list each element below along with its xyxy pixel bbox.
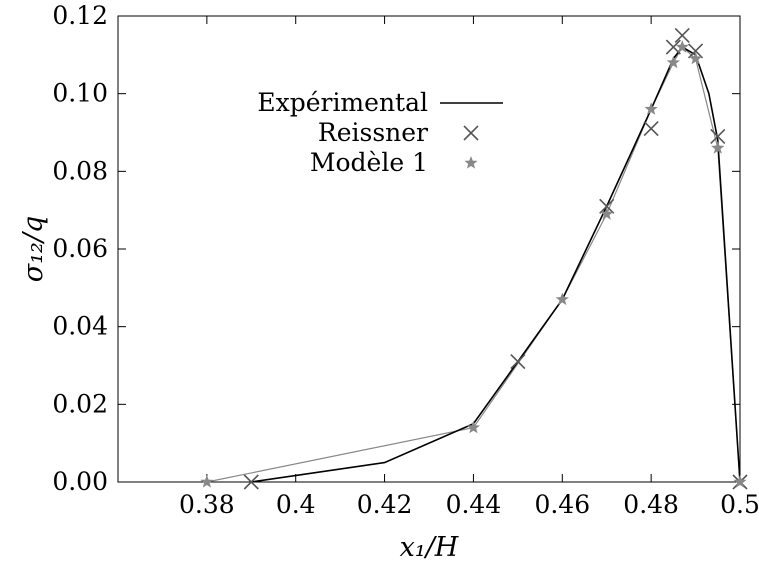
x-axis-label: x₁/H bbox=[400, 532, 459, 563]
x-tick-label: 0.38 bbox=[179, 490, 235, 519]
point-modele-1 bbox=[666, 55, 681, 69]
y-tick-label: 0.08 bbox=[52, 156, 108, 185]
point-reissner bbox=[510, 354, 526, 370]
y-axis-label: σ₁₂/q bbox=[18, 216, 49, 282]
point-modele-1 bbox=[644, 102, 658, 115]
x-tick-label: 0.44 bbox=[446, 490, 502, 519]
x-tick-label: 0.42 bbox=[357, 490, 413, 519]
point-modele-1 bbox=[600, 207, 614, 220]
x-axis-ticks: 0.38 0.4 0.42 0.44 0.46 0.48 0.5 bbox=[179, 16, 759, 519]
y-tick-label: 0.02 bbox=[52, 389, 108, 418]
point-modele-1 bbox=[466, 420, 481, 434]
y-tick-label: 0.06 bbox=[52, 234, 108, 263]
legend-label: Expérimental bbox=[257, 88, 428, 117]
x-tick-label: 0.46 bbox=[534, 490, 590, 519]
y-tick-label: 0.10 bbox=[52, 79, 108, 108]
x-tick-label: 0.4 bbox=[276, 490, 316, 519]
legend-label: Modèle 1 bbox=[310, 148, 428, 177]
legend-symbol bbox=[463, 125, 479, 141]
point-reissner bbox=[688, 43, 704, 59]
point-reissner bbox=[710, 128, 726, 144]
point-reissner bbox=[243, 474, 259, 490]
x-tick-label: 0.48 bbox=[623, 490, 679, 519]
point-modele-1 bbox=[675, 40, 689, 53]
point-modele-1 bbox=[200, 475, 214, 488]
point-modele-1 bbox=[733, 475, 747, 488]
point-reissner bbox=[665, 39, 681, 55]
y-tick-label: 0.04 bbox=[52, 312, 108, 341]
plot-frame bbox=[117, 15, 741, 483]
point-reissner bbox=[643, 121, 659, 137]
point-reissner bbox=[674, 27, 690, 43]
point-modele-1 bbox=[688, 51, 703, 65]
legend-label: Reissner bbox=[318, 118, 428, 147]
y-axis-ticks: 0.00 0.02 0.04 0.06 0.08 0.10 0.12 bbox=[52, 1, 740, 496]
y-tick-label: 0.12 bbox=[52, 1, 108, 30]
series-layer bbox=[200, 27, 748, 490]
legend-symbol bbox=[464, 156, 478, 169]
x-tick-label: 0.5 bbox=[720, 490, 759, 519]
point-reissner bbox=[599, 198, 615, 214]
point-modele-1 bbox=[555, 292, 569, 306]
y-tick-label: 0.00 bbox=[52, 467, 108, 496]
point-modele-1 bbox=[711, 141, 725, 154]
